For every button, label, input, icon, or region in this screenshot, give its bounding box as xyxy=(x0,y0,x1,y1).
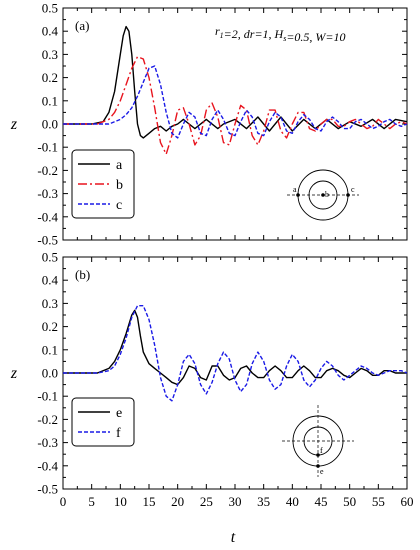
y-tick-label: 0.0 xyxy=(42,366,58,381)
x-tick-label: 25 xyxy=(200,494,213,509)
y-tick-label: 0.3 xyxy=(42,47,58,62)
y-tick-label: -0.2 xyxy=(37,163,58,178)
y-tick-label: -0.4 xyxy=(37,458,58,473)
y-tick-label: 0.5 xyxy=(42,250,58,265)
series-line-b xyxy=(63,56,407,155)
probe-label-a: a xyxy=(293,185,297,194)
x-tick-label: 10 xyxy=(114,494,127,509)
legend-label-f: f xyxy=(116,426,121,441)
x-tick-label: 45 xyxy=(315,494,328,509)
probe-point-e xyxy=(316,464,320,468)
panel-label: (b) xyxy=(75,267,90,282)
x-tick-label: 35 xyxy=(257,494,270,509)
legend-label-c: c xyxy=(116,198,122,213)
legend: abc xyxy=(71,149,135,219)
series-line-c xyxy=(63,65,407,139)
y-tick-label: 0.1 xyxy=(42,342,58,357)
y-tick-label: -0.5 xyxy=(37,233,58,248)
legend-label-e: e xyxy=(116,406,122,421)
y-axis-label: z xyxy=(10,116,18,133)
x-axis-label: t xyxy=(231,529,236,546)
inset-schematic: fe xyxy=(282,405,354,477)
x-tick-label: 5 xyxy=(88,494,95,509)
y-tick-label: -0.1 xyxy=(37,140,58,155)
probe-label-c: c xyxy=(351,185,355,194)
panel-label: (a) xyxy=(75,18,89,33)
y-tick-label: 0.0 xyxy=(42,117,58,132)
probe-point-a xyxy=(296,193,300,197)
x-tick-label: 15 xyxy=(143,494,156,509)
y-axis-label: z xyxy=(10,365,18,382)
y-tick-label: -0.2 xyxy=(37,412,58,427)
x-tick-label: 50 xyxy=(343,494,356,509)
y-tick-label: -0.5 xyxy=(37,482,58,497)
y-tick-label: 0.2 xyxy=(42,70,58,85)
series-line-f xyxy=(63,305,407,402)
x-tick-label: 0 xyxy=(60,494,67,509)
legend-label-a: a xyxy=(116,158,123,173)
y-tick-label: 0.2 xyxy=(42,319,58,334)
panel-a: -0.5 -0.4 -0.3 -0.2 -0.1 0.0 0.1 0.2 0.3 0.4 0.5 z (… xyxy=(10,1,408,248)
x-tick-label: 55 xyxy=(372,494,385,509)
x-tick-label: 40 xyxy=(286,494,299,509)
y-tick-label: 0.5 xyxy=(42,1,58,16)
probe-point-b xyxy=(321,193,325,197)
x-tick-label: 20 xyxy=(171,494,184,509)
probe-point-c xyxy=(346,193,350,197)
y-tick-label: -0.3 xyxy=(37,186,58,201)
inset-schematic: a b c xyxy=(287,169,359,221)
probe-point-f xyxy=(316,453,320,457)
y-tick-label: 0.4 xyxy=(42,273,59,288)
panel-b: 0 5 10 15 20 25 30 35 40 45 50 55 60 -0.5 -0.4 -0.3 -0.2… xyxy=(10,250,414,510)
x-tick-label: 30 xyxy=(229,494,242,509)
y-tick-label: 0.4 xyxy=(42,24,59,39)
y-tick-label: -0.4 xyxy=(37,209,58,224)
legend-box xyxy=(71,397,135,447)
parameter-annotation: r1=2, dr=1, Hs=0.5, W=10 xyxy=(215,24,346,44)
y-tick-label: -0.1 xyxy=(37,389,58,404)
probe-label-f: f xyxy=(320,446,323,455)
y-tick-label: -0.3 xyxy=(37,435,58,450)
x-tick-label: 60 xyxy=(401,494,414,509)
y-tick-label: 0.3 xyxy=(42,296,58,311)
legend: ef xyxy=(71,397,135,447)
y-tick-label: 0.1 xyxy=(42,93,58,108)
probe-label-e: e xyxy=(320,467,324,476)
legend-label-b: b xyxy=(116,178,123,193)
series-line-e xyxy=(63,309,407,386)
probe-label-b: b xyxy=(325,190,329,199)
